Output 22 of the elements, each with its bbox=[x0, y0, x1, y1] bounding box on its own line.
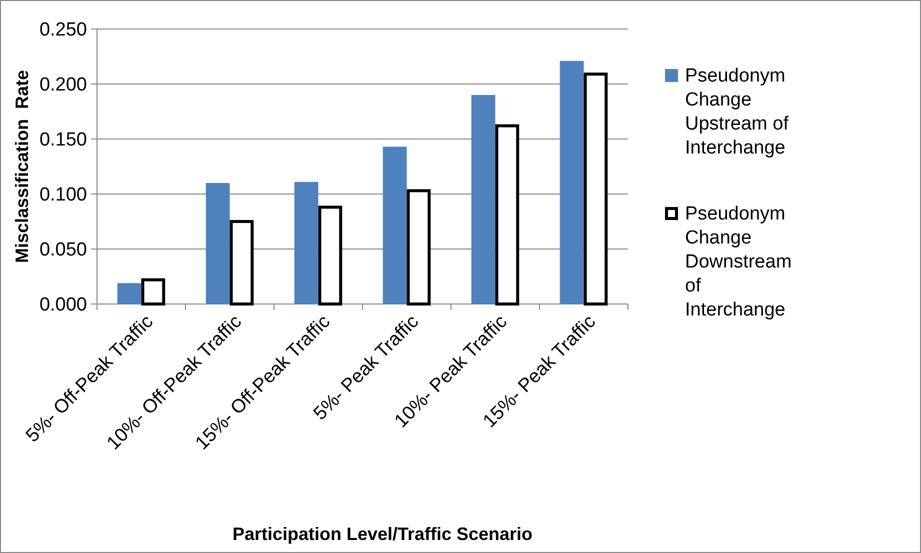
y-tick-label: 0.100 bbox=[39, 184, 87, 206]
bar bbox=[230, 220, 254, 306]
y-tick-label: 0.050 bbox=[39, 240, 87, 261]
legend-label: Pseudonym Change Upstream of Interchange bbox=[685, 66, 790, 159]
y-tick-label: 0.000 bbox=[39, 294, 87, 316]
bar bbox=[141, 278, 166, 306]
bar bbox=[406, 189, 431, 306]
bar bbox=[560, 60, 584, 304]
bar bbox=[471, 95, 496, 304]
legend-label: Pseudonym Change Downstream of Interchange bbox=[685, 204, 792, 321]
y-axis-title: Misclassification Rate bbox=[12, 70, 32, 264]
x-axis-title: Participation Level/Traffic Scenario bbox=[232, 524, 533, 544]
bar bbox=[294, 182, 318, 304]
bar bbox=[206, 183, 230, 304]
bar bbox=[382, 146, 407, 304]
bar bbox=[584, 72, 608, 306]
bar bbox=[117, 283, 142, 304]
bar bbox=[495, 124, 520, 306]
bar bbox=[318, 206, 342, 306]
y-tick-label: 0.150 bbox=[39, 130, 87, 151]
y-tick-label: 0.200 bbox=[39, 74, 87, 96]
y-tick-label: 0.250 bbox=[39, 20, 87, 41]
